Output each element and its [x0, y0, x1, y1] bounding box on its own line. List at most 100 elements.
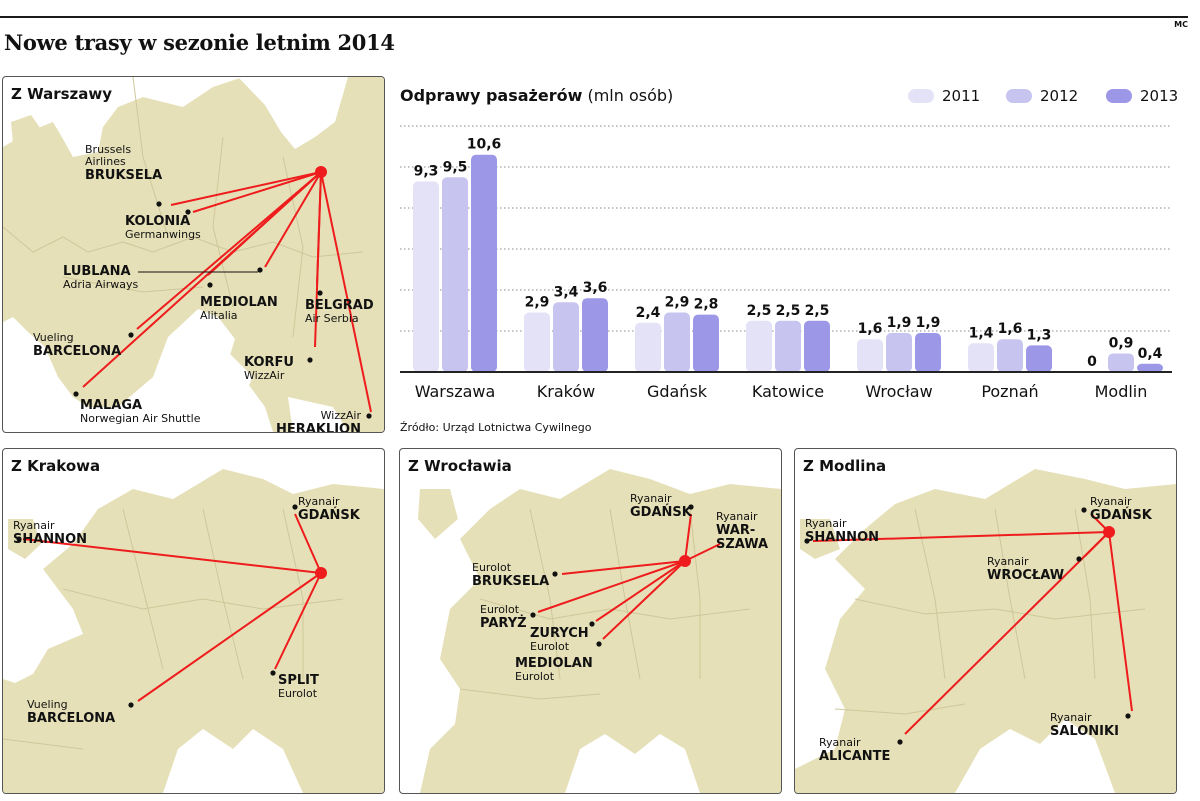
city-label: BELGRAD — [305, 298, 374, 313]
top-rule — [0, 16, 1188, 18]
airline-label: Eurolot — [480, 603, 520, 616]
bar-value-label: 2,5 — [776, 303, 801, 319]
bar-2011-1 — [524, 313, 550, 372]
chart-title: Odprawy pasażerów (mln osób) — [400, 86, 673, 105]
bar-value-label: 0,4 — [1138, 346, 1163, 362]
legend-2012: 2012 — [1006, 87, 1078, 105]
map-panel-wroclaw: Z Wrocławia Ryanair GDAŃSK Ryanair WAR- SZAW… — [399, 448, 782, 794]
airline-label: Ryanair — [13, 519, 55, 532]
bar-2012-6 — [1108, 354, 1134, 372]
bar-value-label: 3,4 — [554, 284, 579, 300]
city-label: MALAGA — [80, 398, 142, 413]
airline-label: Norwegian Air Shuttle — [80, 412, 201, 425]
airline-label: Ryanair — [298, 495, 340, 508]
bar-2013-4 — [915, 333, 941, 372]
airline-label: Ryanair — [630, 492, 672, 505]
map-panel-warszawa: Z Warszawy Brussels Airlines BRUKSELA KOLON… — [2, 76, 385, 433]
airline-label: Ryanair — [1050, 711, 1092, 724]
bar-2012-5 — [997, 339, 1023, 372]
city-label: LUBLANA — [63, 264, 131, 279]
bar-value-label: 2,5 — [747, 303, 772, 319]
legend-label-2013: 2013 — [1140, 87, 1178, 105]
city-label: WAR- — [716, 523, 755, 538]
page-title: Nowe trasy w sezonie letnim 2014 — [4, 30, 395, 55]
city-label: ALICANTE — [819, 749, 890, 764]
bar-value-label: 2,8 — [694, 297, 719, 313]
bar-value-label: 1,9 — [887, 315, 912, 331]
bar-2013-5 — [1026, 345, 1052, 372]
bar-2011-2 — [635, 323, 661, 372]
chart-title-main: Odprawy pasażerów — [400, 86, 582, 105]
city-label: MEDIOLAN — [200, 295, 278, 310]
airline-label: Ryanair — [819, 736, 861, 749]
map-title-modlin: Z Modlina — [803, 457, 886, 475]
destination-krakow-2: SPLITEurolot — [278, 673, 319, 700]
bar-value-label: 2,9 — [665, 295, 690, 311]
source-note: Źródło: Urząd Lotnictwa Cywilnego — [400, 421, 592, 434]
bar-2013-0 — [471, 155, 497, 372]
map-title-warszawa: Z Warszawy — [11, 85, 112, 103]
bar-2012-2 — [664, 313, 690, 372]
city-label: SHANNON — [13, 532, 87, 547]
bar-2012-3 — [775, 321, 801, 372]
city-label: PARYŻ — [480, 615, 527, 631]
bar-2013-2 — [693, 315, 719, 372]
legend-label-2012: 2012 — [1040, 87, 1078, 105]
city-label-line2: SZAWA — [716, 537, 768, 552]
legend-swatch-2011 — [908, 89, 934, 103]
bar-value-label: 2,9 — [525, 295, 550, 311]
bar-value-label: 1,3 — [1027, 327, 1052, 343]
city-label: GDAŃSK — [630, 504, 693, 520]
airline-label: Eurolot — [515, 670, 555, 683]
bar-value-label: 0 — [1087, 354, 1097, 370]
bar-value-label: 9,5 — [443, 159, 468, 175]
bar-2013-3 — [804, 321, 830, 372]
destination-warszawa-2: LUBLANAAdria Airways — [63, 264, 138, 291]
corner-mark: MC — [1174, 20, 1188, 29]
city-label: HERAKLION — [276, 422, 361, 432]
category-label: Poznań — [981, 382, 1038, 401]
bar-value-label: 9,3 — [414, 163, 439, 179]
airline-label: Adria Airways — [63, 278, 138, 291]
city-label: KOLONIA — [125, 214, 190, 229]
airline-label: Alitalia — [200, 309, 238, 322]
bar-value-label: 2,4 — [636, 305, 661, 321]
airline-label: Eurolot — [530, 640, 570, 653]
bar-2011-0 — [413, 181, 439, 372]
legend-label-2011: 2011 — [942, 87, 980, 105]
chart-title-unit: (mln osób) — [587, 86, 673, 105]
bar-2012-1 — [553, 302, 579, 372]
map-panel-modlin: Z Modlina Ryanair SHANNON Ryanair GDAŃSK Rya… — [794, 448, 1177, 794]
map-panel-krakow: Z Krakowa Ryanair SHANNON Ryanair GDAŃSK SPL… — [2, 448, 385, 794]
map-krakow: RyanairSHANNONRyanairGDAŃSKSPLITEurolotV… — [3, 449, 384, 793]
bar-2011-3 — [746, 321, 772, 372]
category-label: Katowice — [752, 382, 824, 401]
bar-2012-4 — [886, 333, 912, 372]
bar-value-label: 2,5 — [805, 303, 830, 319]
bar-value-label: 1,6 — [998, 321, 1023, 337]
legend-swatch-2013 — [1106, 89, 1132, 103]
category-label: Gdańsk — [647, 382, 708, 401]
city-label: BARCELONA — [27, 711, 115, 726]
bar-2012-0 — [442, 177, 468, 372]
city-label: BRUKSELA — [85, 168, 162, 183]
airline-label: Ryanair — [805, 517, 847, 530]
city-label: KORFU — [244, 355, 294, 370]
category-label: Warszawa — [415, 382, 496, 401]
bar-value-label: 0,9 — [1109, 336, 1134, 352]
city-label: MEDIOLAN — [515, 656, 593, 671]
airline-label: Vueling — [33, 331, 74, 344]
airline-label: Ryanair — [1090, 495, 1132, 508]
bar-2013-6 — [1137, 364, 1163, 372]
city-label: SALONIKI — [1050, 724, 1119, 739]
city-label: BARCELONA — [33, 344, 121, 359]
airline-label: Eurolot — [472, 561, 512, 574]
category-label: Kraków — [537, 382, 595, 401]
bar-2011-5 — [968, 343, 994, 372]
city-label: BRUKSELA — [472, 574, 549, 589]
